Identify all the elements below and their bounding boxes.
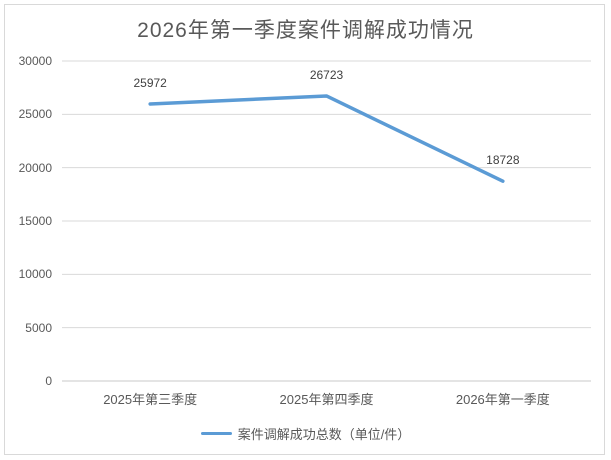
y-axis-tick-label: 10000 xyxy=(18,267,52,282)
y-axis-tick-label: 30000 xyxy=(18,54,52,68)
y-axis-tick-label: 25000 xyxy=(18,107,52,122)
series-line xyxy=(148,94,505,183)
chart-frame xyxy=(4,4,605,455)
y-axis-tick-label: 5000 xyxy=(25,320,52,335)
x-axis-category-label: 2026年第一季度 xyxy=(455,392,550,407)
data-label: 25972 xyxy=(133,75,167,90)
legend-line-swatch xyxy=(200,431,232,436)
x-axis-category-label: 2025年第三季度 xyxy=(103,392,198,407)
chart-title: 2026年第一季度案件调解成功情况 xyxy=(137,19,474,42)
data-label: 18728 xyxy=(486,153,520,168)
x-axis-category-label: 2025年第四季度 xyxy=(279,392,374,407)
legend-label: 案件调解成功总数（单位/件） xyxy=(237,427,411,442)
y-axis-tick-label: 0 xyxy=(45,374,52,388)
data-label: 26723 xyxy=(309,67,344,82)
y-axis-tick-label: 20000 xyxy=(18,160,52,175)
y-axis-tick-label: 15000 xyxy=(18,214,52,228)
legend: 案件调解成功总数（单位/件） xyxy=(0,424,611,443)
